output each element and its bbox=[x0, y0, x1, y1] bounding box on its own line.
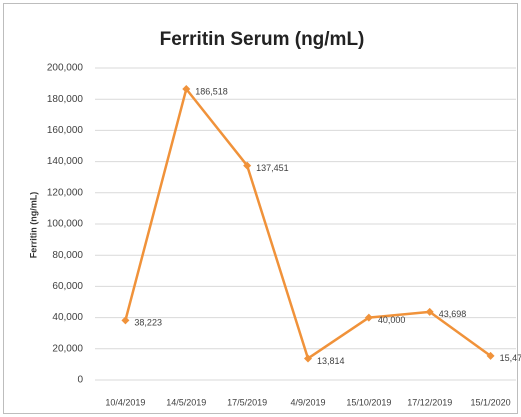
x-tick-label: 15/10/2019 bbox=[346, 397, 391, 407]
y-tick-label: 120,000 bbox=[47, 187, 84, 198]
data-label: 40,000 bbox=[378, 315, 406, 325]
x-tick-label: 14/5/2019 bbox=[166, 397, 206, 407]
data-point bbox=[121, 316, 130, 325]
data-point bbox=[304, 354, 312, 363]
y-tick-label: 200,000 bbox=[47, 63, 84, 74]
x-tick-label: 17/5/2019 bbox=[227, 397, 267, 407]
data-label: 137,451 bbox=[256, 163, 289, 173]
y-axis-label: Ferritin (ng/mL) bbox=[28, 192, 38, 259]
data-label: 186,518 bbox=[195, 86, 228, 96]
data-label: 38,223 bbox=[134, 318, 162, 328]
data-label: 15,470 bbox=[500, 353, 521, 363]
x-tick-label: 15/1/2020 bbox=[471, 397, 511, 407]
data-point bbox=[243, 161, 252, 170]
chart-title: Ferritin Serum (ng/mL) bbox=[160, 29, 365, 50]
y-tick-label: 80,000 bbox=[52, 250, 83, 261]
data-point bbox=[182, 85, 191, 94]
data-point bbox=[364, 313, 373, 322]
x-tick-label: 4/9/2019 bbox=[290, 397, 325, 407]
y-tick-label: 180,000 bbox=[47, 94, 84, 105]
y-tick-label: 20,000 bbox=[52, 343, 83, 354]
x-tick-label: 10/4/2019 bbox=[105, 397, 145, 407]
y-tick-label: 0 bbox=[77, 375, 83, 386]
y-tick-label: 40,000 bbox=[52, 312, 83, 323]
data-point bbox=[425, 307, 434, 316]
y-tick-label: 60,000 bbox=[52, 281, 83, 292]
y-tick-label: 140,000 bbox=[47, 156, 84, 167]
x-tick-label: 17/12/2019 bbox=[407, 397, 452, 407]
data-label: 13,814 bbox=[317, 356, 345, 366]
y-tick-label: 100,000 bbox=[47, 219, 84, 230]
data-point bbox=[486, 351, 495, 360]
y-tick-label: 160,000 bbox=[47, 125, 84, 136]
data-label: 43,698 bbox=[439, 309, 467, 319]
